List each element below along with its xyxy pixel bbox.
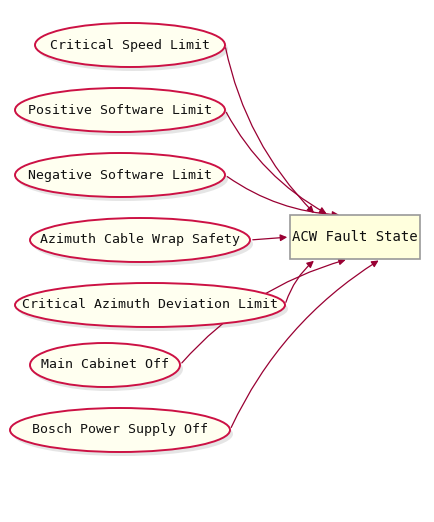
Text: Bosch Power Supply Off: Bosch Power Supply Off (32, 423, 208, 436)
Text: Azimuth Cable Wrap Safety: Azimuth Cable Wrap Safety (40, 233, 240, 246)
Text: Critical Azimuth Deviation Limit: Critical Azimuth Deviation Limit (22, 299, 278, 312)
Ellipse shape (15, 153, 225, 197)
Ellipse shape (18, 287, 288, 331)
Ellipse shape (10, 408, 230, 452)
FancyBboxPatch shape (290, 215, 420, 259)
Ellipse shape (33, 222, 253, 266)
Ellipse shape (38, 27, 228, 71)
Text: ACW Fault State: ACW Fault State (292, 230, 418, 244)
Ellipse shape (18, 157, 228, 201)
Ellipse shape (15, 283, 285, 327)
Text: Negative Software Limit: Negative Software Limit (28, 169, 212, 182)
Ellipse shape (15, 88, 225, 132)
Ellipse shape (13, 412, 233, 456)
Text: Main Cabinet Off: Main Cabinet Off (41, 359, 169, 372)
Ellipse shape (30, 343, 180, 387)
Ellipse shape (35, 23, 225, 67)
Text: Positive Software Limit: Positive Software Limit (28, 103, 212, 116)
Text: Critical Speed Limit: Critical Speed Limit (50, 39, 210, 52)
Ellipse shape (33, 347, 183, 391)
Ellipse shape (30, 218, 250, 262)
Ellipse shape (18, 92, 228, 136)
